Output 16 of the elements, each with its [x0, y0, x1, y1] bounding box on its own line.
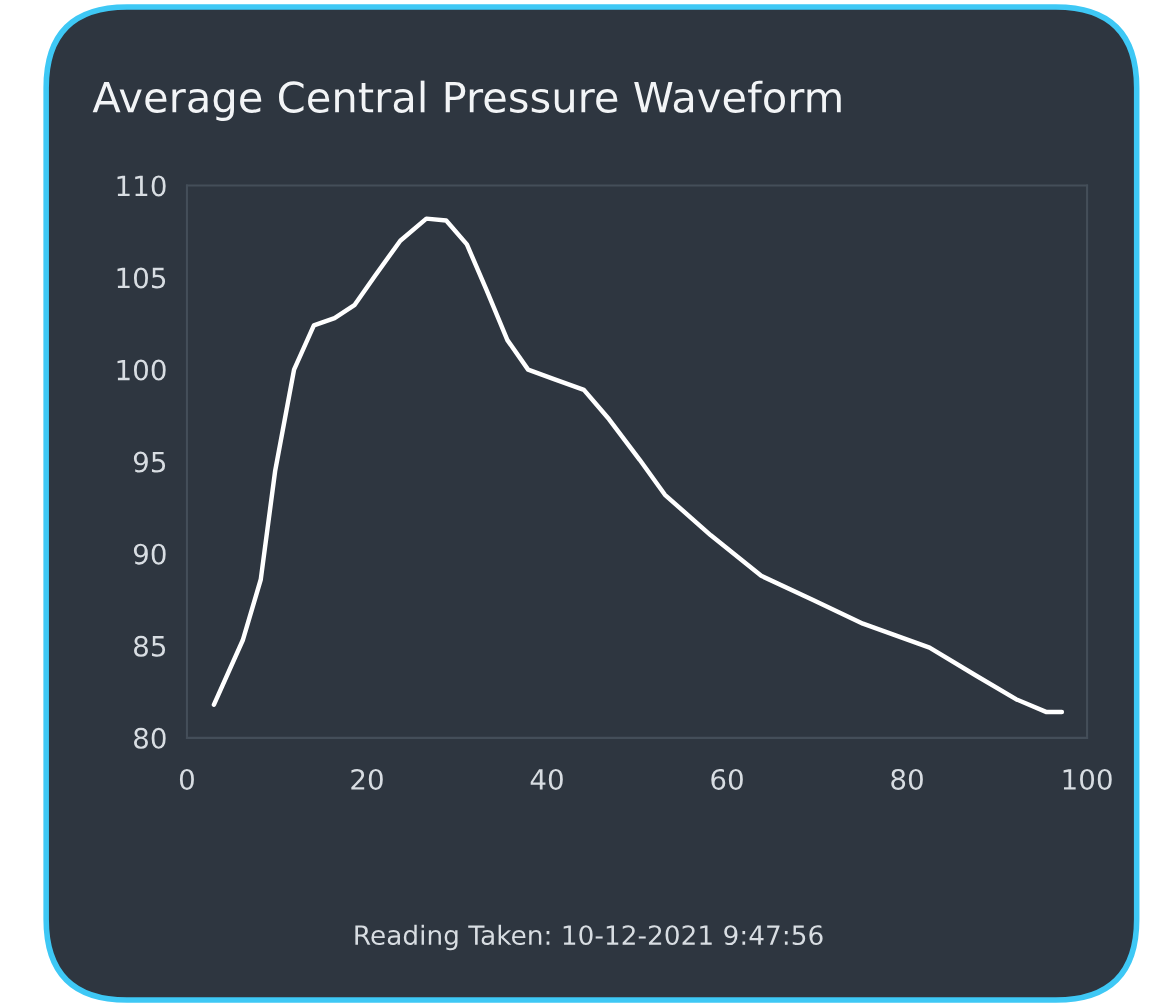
y-tick-label: 85 [134, 635, 166, 657]
x-tick-label: 100 [1063, 768, 1112, 790]
y-tick-label: 105 [117, 267, 166, 289]
chart-title: Average Central Pressure Waveform [92, 80, 841, 121]
text: Reading Taken: 10-12-2021 9:47:56 [355, 924, 823, 951]
x-tick-label: 20 [351, 768, 383, 790]
x-tick-label: 60 [711, 768, 743, 790]
x-tick-label: 40 [530, 768, 563, 790]
line-series [211, 216, 1065, 715]
y-tick-label: 100 [117, 359, 166, 381]
y-tick-label: 80 [134, 727, 166, 749]
x-tick-label: 0 [179, 768, 194, 790]
y-tick-label: 110 [117, 175, 166, 197]
x-tick-label: 80 [891, 768, 923, 790]
y-tick-label: 95 [133, 451, 166, 473]
y-tick-label: 90 [133, 543, 166, 565]
